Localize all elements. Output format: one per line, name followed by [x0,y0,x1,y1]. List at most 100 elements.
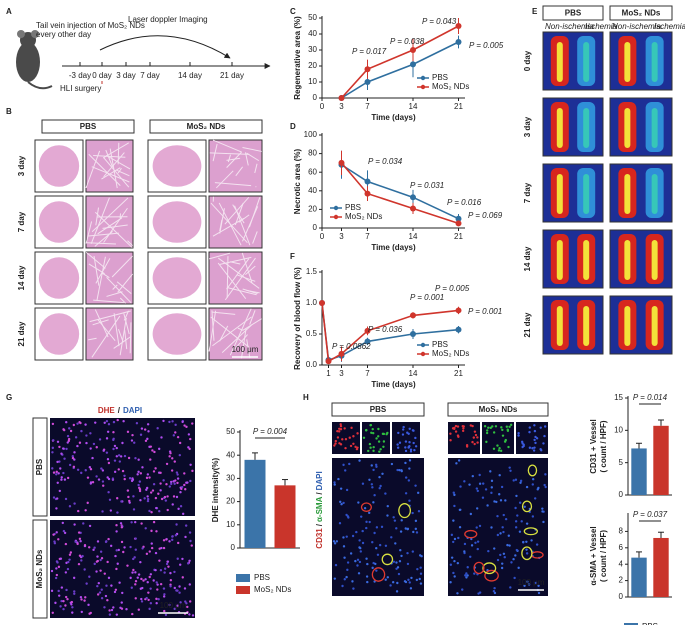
cell-nucleus [171,535,174,538]
cell-nucleus [70,603,73,606]
cell-nucleus [378,543,382,547]
cell-nucleus [130,586,133,589]
x-tick-label: 21 [454,232,463,241]
cell-nucleus [63,531,67,535]
cell-nucleus [368,511,371,515]
cell-nucleus [358,459,361,462]
tissue-fiber [237,274,256,282]
cell-nucleus [366,580,369,584]
cell-nucleus [163,609,166,613]
cell-nucleus [131,612,134,616]
cell-nucleus [68,558,71,561]
cell-nucleus [537,486,540,490]
cell-nucleus [528,430,531,434]
stain-title: CD31 /α-SMA/ DAPI [315,471,324,548]
cell-nucleus [73,502,76,505]
cell-nucleus [50,569,54,573]
panel-label: F [290,252,295,261]
cell-nucleus [414,484,417,487]
cell-nucleus [358,560,362,564]
p-value: P = 0.031 [410,181,444,190]
cell-nucleus [498,446,501,450]
cell-nucleus [123,477,126,481]
x-tick-label: 7 [365,232,370,241]
cell-nucleus [140,600,144,603]
cell-nucleus [61,521,64,525]
cell-nucleus [150,529,153,533]
series-line [341,41,459,99]
cell-nucleus [149,573,153,576]
tissue-fiber [91,315,121,358]
p-value: P = 0.036 [368,325,403,334]
cell-nucleus [108,609,111,612]
cell-nucleus [478,591,482,594]
cell-nucleus [514,520,518,523]
cell-nucleus [131,433,134,437]
cell-nucleus [371,427,374,431]
cell-nucleus [466,574,469,577]
tissue-fiber [252,231,258,244]
cell-nucleus [505,425,509,428]
y-tick-label: 40 [308,186,317,195]
tissue-fiber [219,325,229,342]
cell-nucleus [120,500,123,503]
cell-nucleus [121,469,125,473]
column-header: PBS [565,9,582,18]
tissue-fiber [229,261,241,265]
cell-nucleus [469,424,473,427]
cell-nucleus [334,442,337,445]
cell-nucleus [489,426,492,430]
cell-nucleus [60,599,63,603]
cell-nucleus [65,447,68,451]
cell-nucleus [158,510,161,513]
column-header: MoS₂ NDs [187,122,226,131]
cell-nucleus [496,444,499,447]
tissue-section [152,257,202,299]
panel-label: B [6,107,12,116]
cell-nucleus [341,438,344,441]
tissue-fiber [88,337,97,341]
panel-label: H [303,393,309,402]
cell-nucleus [470,537,473,541]
cell-nucleus [79,540,82,543]
cell-nucleus [367,449,370,453]
cell-nucleus [375,526,379,529]
row-label-box [32,519,48,619]
cell-nucleus [419,582,423,585]
cell-nucleus [526,580,529,583]
cell-nucleus [336,436,340,439]
cell-nucleus [533,438,536,442]
cell-nucleus [490,479,494,483]
cell-nucleus [172,434,176,437]
imaging-text: Laser doppler Imaging [128,15,208,24]
cell-nucleus [354,445,357,449]
cell-nucleus [462,425,465,428]
cell-nucleus [155,581,158,584]
column-header-box [149,119,263,134]
cell-nucleus [107,423,111,426]
cell-nucleus [104,594,108,598]
cell-nucleus [372,431,375,435]
perfusion-core [556,240,563,280]
cell-nucleus [492,431,496,434]
cell-nucleus [71,456,75,460]
tissue-fiber [212,311,236,315]
cell-nucleus [473,430,477,433]
cell-nucleus [376,553,380,557]
cell-nucleus [148,509,151,513]
cell-nucleus [515,494,518,498]
cell-nucleus [453,559,456,563]
cell-nucleus [176,589,179,592]
cell-nucleus [454,424,458,428]
cell-nucleus [404,446,407,449]
cell-nucleus [338,427,341,430]
cell-nucleus [144,527,147,530]
cell-nucleus [485,440,488,444]
cell-nucleus [128,499,131,503]
cell-nucleus [492,589,496,593]
cell-nucleus [345,535,348,538]
cell-nucleus [52,471,56,474]
cell-nucleus [404,461,407,465]
tissue-fiber [226,157,241,161]
cell-nucleus [76,542,79,546]
